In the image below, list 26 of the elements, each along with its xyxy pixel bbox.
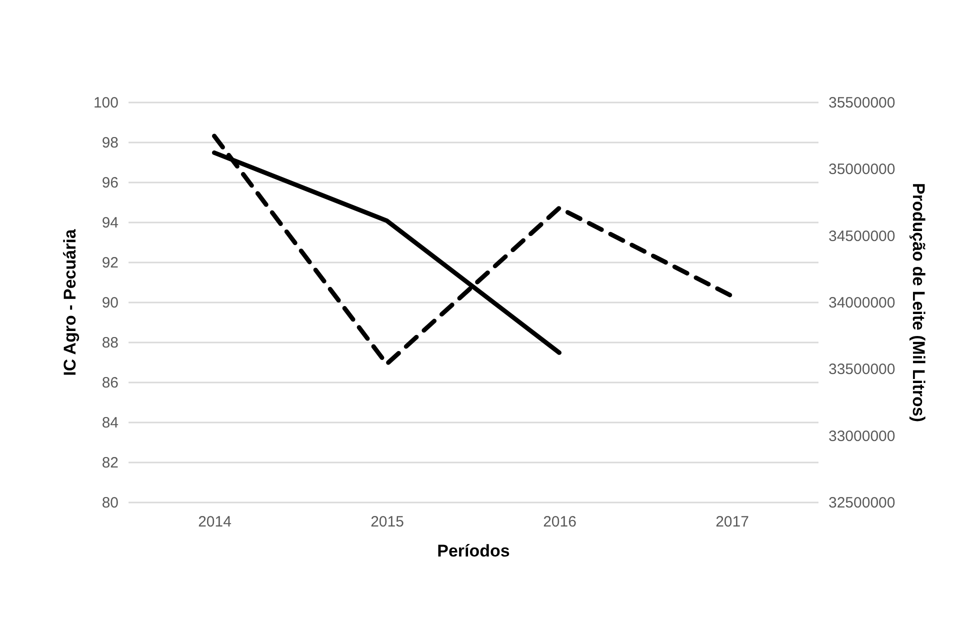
y2-tick-label: 32500000 bbox=[828, 494, 896, 512]
y2-axis-title: Produção de Leite (Mil Litros) bbox=[909, 183, 928, 422]
y2-tick-label: 35500000 bbox=[828, 94, 896, 112]
y2-tick-label: 33500000 bbox=[828, 361, 896, 378]
line-series bbox=[212, 134, 734, 366]
y2-tick-label: 35000000 bbox=[828, 161, 896, 178]
y-tick-label: 94 bbox=[102, 214, 118, 232]
y-tick-label: 86 bbox=[102, 374, 118, 392]
y2-tick-label: 33000000 bbox=[828, 428, 896, 445]
y2-tick-label: 34500000 bbox=[828, 228, 896, 245]
y-tick-label: 82 bbox=[102, 454, 118, 472]
x-tick-label: 2017 bbox=[716, 514, 749, 530]
y-tick-label: 90 bbox=[102, 294, 118, 312]
y-tick-label: 96 bbox=[102, 174, 118, 192]
x-tick-label: 2016 bbox=[543, 514, 576, 530]
y-tick-label: 100 bbox=[93, 94, 118, 112]
y-tick-label: 92 bbox=[102, 254, 118, 272]
x-tick-label: 2015 bbox=[370, 514, 404, 530]
y-tick-label: 84 bbox=[102, 414, 118, 432]
y-tick-label: 80 bbox=[102, 494, 118, 512]
x-axis-title: Períodos bbox=[437, 542, 510, 560]
y2-tick-label: 34000000 bbox=[828, 294, 896, 312]
y-axis-title: IC Agro - Pecuária bbox=[60, 228, 80, 376]
y-tick-label: 88 bbox=[102, 334, 118, 352]
x-tick-label: 2014 bbox=[198, 514, 232, 530]
y-tick-label: 98 bbox=[102, 134, 118, 152]
